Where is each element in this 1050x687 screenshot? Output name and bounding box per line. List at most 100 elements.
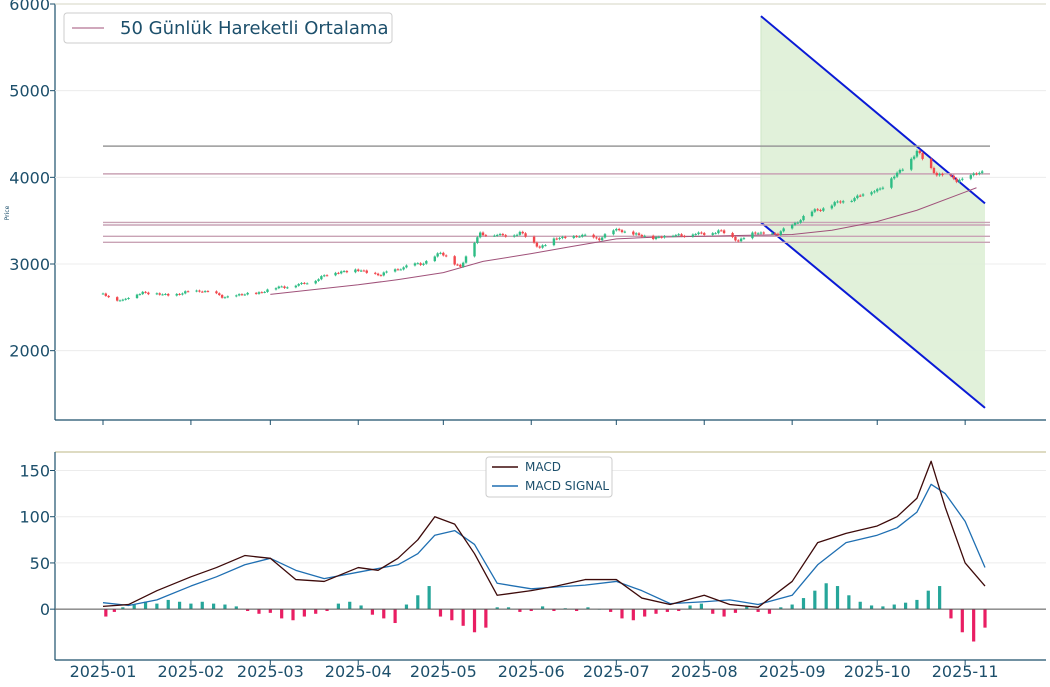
candle-body [694,234,697,236]
macd-histogram-bar [858,601,862,610]
candle-body [975,173,978,175]
candle-body [226,296,229,298]
candle-body [870,192,873,195]
macd-histogram-bar [370,609,375,615]
candle-body [833,202,836,206]
candle-body [198,290,201,292]
macd-x-tick-label: 2025-01 [70,662,137,681]
candle-body [714,233,717,235]
candle-body [720,230,723,232]
candle-body [961,178,964,180]
candle-body [790,224,794,229]
candle-body [515,234,519,236]
candle-body [898,169,902,173]
candle-body [399,269,402,271]
macd-histogram-bar [586,607,590,610]
candle-body [816,209,819,211]
macd-line [102,460,986,608]
candle-body [476,237,479,243]
candle-body [722,230,726,234]
candle-body [544,245,547,247]
candle-body [413,263,417,266]
macd-histogram-bar [711,609,715,614]
candle-body [901,169,904,171]
candle-body [762,232,765,234]
candle-body [184,291,187,294]
macd-histogram-bar [824,583,828,610]
macd-histogram-bar [779,607,783,610]
macd-histogram-bar [756,609,760,612]
macd-histogram-bar [960,609,964,633]
candle-body [856,195,859,199]
macd-histogram-bar [143,601,148,610]
candle-body [161,294,164,296]
macd-histogram-bar [314,609,318,614]
macd-histogram-bar [915,599,919,610]
macd-x-ticks: 2025-01 2025-02 2025-03 2025-04 2025-05 2025-… [70,660,999,681]
candle-body [266,289,269,292]
macd-legend-label-signal: MACD SIGNAL [525,479,609,493]
macd-histogram-bar [325,609,329,612]
macd-histogram-bar [926,590,930,610]
candle-body [541,245,544,248]
macd-histogram-bar [416,595,420,610]
candle-body [436,253,439,257]
candle-body [220,295,224,298]
candle-body [294,285,298,288]
macd-histogram-bar [869,605,874,610]
candle-body [615,228,618,231]
price-y-axis-label: Price [4,205,11,220]
macd-histogram-bar [302,609,306,617]
candle-body [305,283,309,285]
candle-body [101,293,105,295]
macd-legend: MACD MACD SIGNAL [485,456,613,498]
candle-body [382,272,385,276]
macd-histogram-bar [450,609,454,621]
candle-body [493,235,496,237]
price-y-tick-label: 4000 [9,168,50,187]
macd-histogram-bar [609,609,613,612]
macd-histogram-bar [790,604,794,610]
candle-body [286,287,289,289]
candle-body [240,294,244,296]
candle-body [978,172,981,174]
candle-body [521,231,524,234]
candle-body [405,265,408,268]
candle-body [342,271,346,273]
candle-body [175,293,178,296]
macd-histogram-bar [813,590,817,610]
candle-body [365,270,368,273]
candle-body [912,156,916,159]
candle-body [461,262,465,267]
candle-body [340,271,343,274]
macd-histogram-bar [540,606,545,610]
macd-histogram-bar [620,609,624,619]
macd-histogram-bar [166,599,170,610]
macd-histogram-bar [722,609,726,617]
macd-histogram-bar [949,609,953,619]
candle-body [297,284,300,286]
candle-body [246,292,249,295]
candle-body [813,209,817,212]
candle-body [941,174,944,176]
candle-body [819,209,822,211]
macd-histogram-bar [631,609,635,621]
candle-body [759,232,763,234]
candle-body [654,237,658,240]
candle-body [771,233,774,235]
price-horizontal-levels [103,145,990,244]
candle-body [671,235,675,237]
macd-y-tick-label: 0 [40,600,50,619]
candle-body [558,238,561,240]
candle-body [739,238,743,242]
macd-histogram-bar [472,609,477,633]
candle-body [663,236,666,238]
candle-body [575,236,578,238]
candle-body [910,158,913,170]
macd-histogram-bar [938,586,942,610]
candle-body [167,293,170,296]
candle-body [532,236,536,243]
candle-body [810,211,814,217]
candle-body [603,234,607,238]
macd-signal-line [102,483,986,607]
